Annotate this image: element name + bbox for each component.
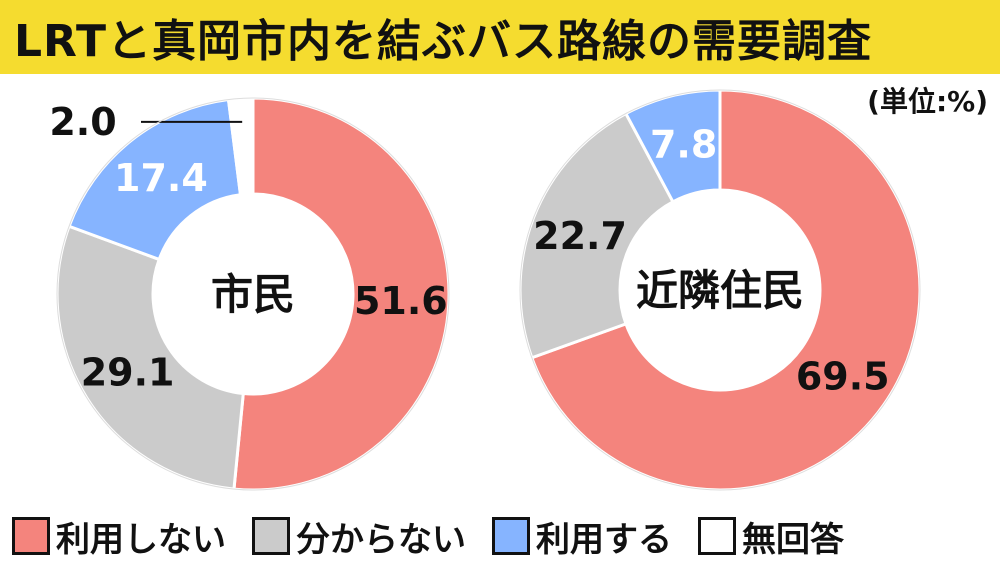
- donut-charts: 51.6 29.1 17.4 2.0 市民 69.5 22.7 7.8 近隣住民: [49, 88, 922, 492]
- legend-label-unknown: 分からない: [296, 519, 466, 560]
- center-label: 市民: [211, 270, 295, 319]
- legend-swatch-unknown: [252, 517, 290, 555]
- legend-label-not-use: 利用しない: [56, 519, 226, 560]
- chart-title: LRTと真岡市内を結ぶバス路線の需要調査: [14, 16, 872, 67]
- legend-swatch-no-answer: [698, 517, 736, 555]
- slice-value-label: 22.7: [533, 214, 627, 258]
- donut-chart-2: 69.5 22.7 7.8 近隣住民: [518, 88, 922, 492]
- legend-label-use: 利用する: [536, 519, 672, 560]
- donut-hole: [154, 195, 352, 393]
- legend-item-unknown: 分からない: [252, 512, 466, 561]
- slice-value-label: 51.6: [354, 279, 448, 323]
- slice-value-label: 17.4: [114, 156, 208, 200]
- slice-value-label: 29.1: [81, 351, 175, 395]
- legend-item-use: 利用する: [492, 512, 672, 561]
- unit-note: (単位:%): [867, 85, 988, 118]
- legend-item-not-use: 利用しない: [12, 512, 226, 561]
- legend-swatch-use: [492, 517, 530, 555]
- slice-value-label: 69.5: [796, 354, 890, 398]
- donut-outline: [56, 97, 450, 491]
- center-label: 近隣住民: [636, 266, 804, 315]
- slice-value-label: 7.8: [650, 122, 717, 166]
- legend-item-no-answer: 無回答: [698, 512, 844, 561]
- donut-chart-1: 51.6 29.1 17.4 2.0 市民: [49, 96, 451, 492]
- legend-swatch-not-use: [12, 517, 50, 555]
- donut-hole: [621, 191, 819, 389]
- slice-value-label: 2.0: [49, 100, 116, 144]
- legend-label-no-answer: 無回答: [742, 519, 844, 560]
- donut-outline: [519, 89, 921, 491]
- legend: 利用しない 分からない 利用する 無回答: [0, 505, 1000, 567]
- title-bar: LRTと真岡市内を結ぶバス路線の需要調査: [0, 0, 1000, 74]
